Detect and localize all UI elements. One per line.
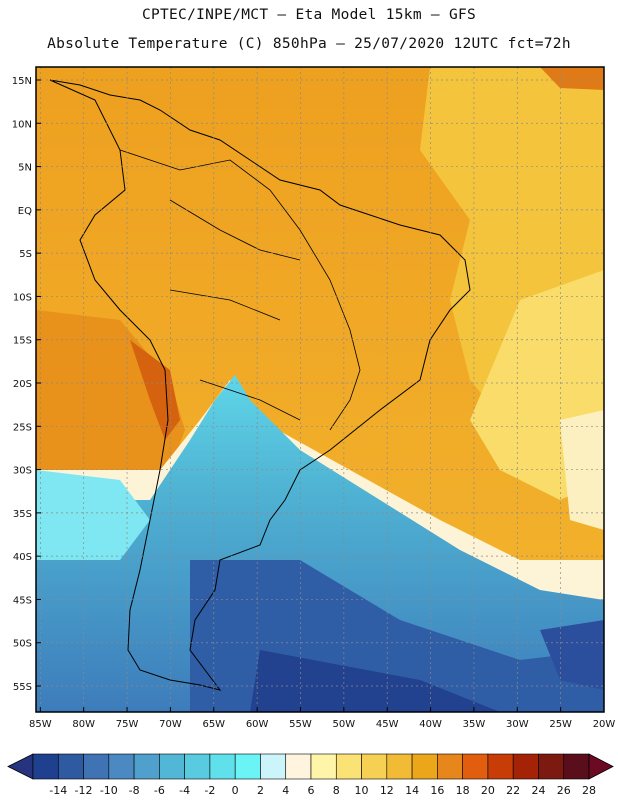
colorbar-label: -14 [49, 784, 67, 797]
colorbar-under-arrow [7, 753, 34, 780]
colorbar-label: 22 [506, 784, 520, 797]
chart-title-line1: CPTEC/INPE/MCT – Eta Model 15km – GFS [141, 7, 477, 23]
colorbar-swatch [512, 753, 539, 780]
colorbar-label: 28 [582, 784, 596, 797]
lat-label: 35S [13, 509, 32, 520]
colorbar-label: 12 [380, 784, 394, 797]
colorbar-label: 18 [456, 784, 470, 797]
colorbar-swatch [361, 753, 388, 780]
lat-label: 15N [12, 76, 32, 87]
colorbar-label: -2 [204, 784, 215, 797]
colorbar-label: 0 [232, 784, 239, 797]
lon-label: 75W [116, 719, 139, 730]
colorbar-swatch [411, 753, 438, 780]
lat-label: 10N [12, 119, 32, 130]
field-cold-west [36, 470, 150, 560]
colorbar-swatch [538, 753, 565, 780]
field-cold-tongue [36, 375, 604, 712]
lon-label: 80W [72, 719, 95, 730]
colorbar-label: 10 [355, 784, 369, 797]
lat-label: 10S [13, 292, 32, 303]
colorbar-swatch [335, 753, 362, 780]
field-deepest-cold [250, 650, 500, 712]
lon-label: 60W [246, 719, 269, 730]
colorbar-swatch [108, 753, 135, 780]
colorbar-label: 4 [282, 784, 289, 797]
colorbar-label: 16 [430, 784, 444, 797]
colorbar-label: 2 [257, 784, 264, 797]
lat-label: 5S [19, 249, 32, 260]
field-caribbean-patch [540, 67, 604, 90]
lat-label: 40S [13, 552, 32, 563]
lat-label: EQ [18, 206, 32, 217]
lon-label: 70W [159, 719, 182, 730]
lat-label: 15S [13, 336, 32, 347]
colorbar-label: 24 [531, 784, 545, 797]
field-pacific-band [36, 310, 185, 470]
colorbar-swatch [285, 753, 312, 780]
colorbar-label: -8 [129, 784, 140, 797]
coastline [49, 79, 471, 691]
temperature-field [36, 67, 604, 712]
colorbar-label: 14 [405, 784, 419, 797]
lat-label: 20S [13, 379, 32, 390]
lat-label: 50S [13, 639, 32, 650]
lon-label: 55W [289, 719, 312, 730]
colorbar-over-arrow [588, 753, 614, 780]
colorbar-swatch [83, 753, 110, 780]
colorbar-swatch [563, 753, 590, 780]
axis-ticks: 15N 10N 5N EQ 5S 10S 15S 20S 25S 30S 35S 40S 45S 50S 5… [12, 76, 616, 730]
lon-label: 35W [463, 719, 486, 730]
lon-label: 50W [333, 719, 356, 730]
lon-label: 45W [376, 719, 399, 730]
colorbar-label: 20 [481, 784, 495, 797]
country-borders [119, 149, 361, 431]
colorbar-swatch [310, 753, 337, 780]
chart-title-line2: Absolute Temperature (C) 850hPa – 25/07/… [47, 36, 571, 52]
colorbar-swatch [260, 753, 287, 780]
colorbar-label: -4 [179, 784, 190, 797]
colorbar-swatch [209, 753, 236, 780]
lon-label: 40W [419, 719, 442, 730]
colorbar-swatch [32, 753, 59, 780]
lon-label: 65W [202, 719, 225, 730]
colorbar-swatch [159, 753, 185, 780]
lat-label: 25S [13, 422, 32, 433]
lon-label: 25W [549, 719, 572, 730]
lat-label: 5N [18, 163, 32, 174]
field-ocean-east-cream [560, 410, 604, 530]
lat-label: 30S [13, 466, 32, 477]
lon-label: 20W [593, 719, 616, 730]
colorbar-swatch [462, 753, 489, 780]
colorbar-swatch [437, 753, 463, 780]
colorbar-swatch [184, 753, 211, 780]
colorbar-label: -12 [75, 784, 93, 797]
lon-label: 30W [506, 719, 529, 730]
colorbar-swatch [386, 753, 413, 780]
lat-label: 45S [13, 595, 32, 606]
colorbar-label: -10 [100, 784, 118, 797]
colorbar-label: 6 [308, 784, 315, 797]
colorbar-label: 26 [557, 784, 571, 797]
colorbar-label: 8 [333, 784, 340, 797]
field-east-cold [540, 620, 604, 690]
colorbar: -14 -12 -10 -8 -6 -4 -2 0 2 4 6 8 10 12 14 16 18 20 22 24 26… [7, 753, 614, 797]
lon-label: 85W [29, 719, 52, 730]
lat-label: 55S [13, 682, 32, 693]
colorbar-swatch [487, 753, 514, 780]
colorbar-swatch [133, 753, 160, 780]
colorbar-swatch [234, 753, 261, 780]
map-frame [35, 66, 605, 713]
colorbar-swatch [57, 753, 84, 780]
colorbar-label: -6 [154, 784, 165, 797]
